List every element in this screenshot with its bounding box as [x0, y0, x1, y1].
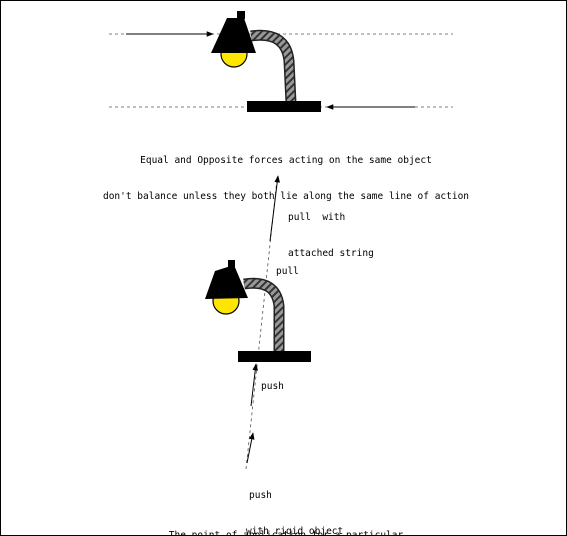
top-caption: Equal and Opposite forces acting on the … — [61, 131, 511, 227]
top-caption-line2: don't balance unless they both lie along… — [102, 191, 470, 202]
pull-with-label-line1: pull with — [288, 212, 346, 223]
bottom-caption-line1: The point of application for a particula… — [168, 530, 404, 536]
pull-label: pull — [276, 266, 299, 277]
desk-lamp-icon-tilted — [205, 260, 311, 362]
push-rigid-label: push with rigid object — [246, 466, 344, 536]
push-rigid-label-line2: with rigid object — [246, 526, 344, 536]
push-mid-label: push — [261, 381, 284, 392]
pull-with-string-label: pull with attached string — [288, 188, 374, 284]
push-rigid-label-line1: push — [249, 490, 272, 501]
line-of-action-slanted — [245, 178, 278, 470]
push-arrow-bottom — [246, 432, 255, 464]
pull-with-label-line2: attached string — [288, 248, 374, 259]
top-caption-line1: Equal and Opposite forces acting on the … — [140, 155, 432, 166]
pull-arrow-top — [269, 175, 281, 242]
push-arrow-mid — [250, 363, 259, 407]
desk-lamp-icon — [211, 11, 321, 112]
bottom-caption: The point of application for a particula… — [61, 506, 511, 536]
